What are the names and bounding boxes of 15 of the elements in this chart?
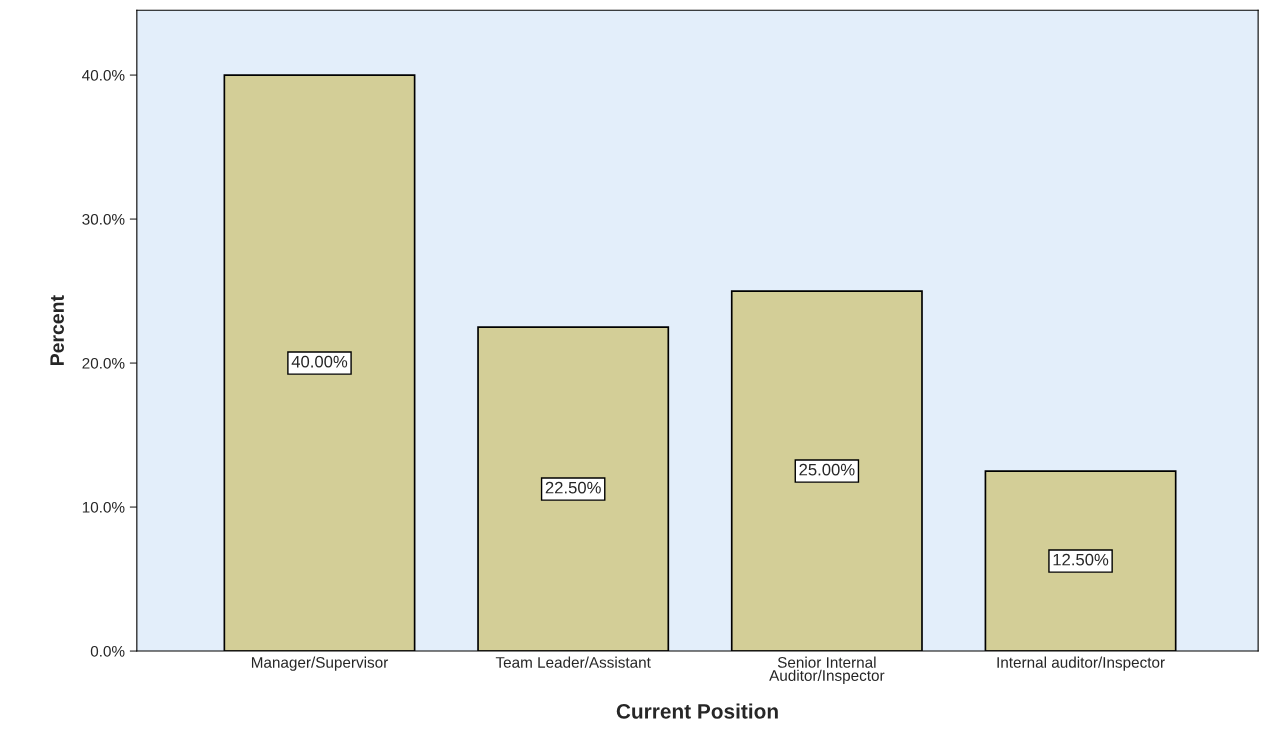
- y-tick-label: 10.0%: [82, 501, 125, 513]
- data-label: 22.50%: [545, 481, 601, 494]
- y-tick-label: 30.0%: [82, 213, 125, 225]
- x-tick-label: Internal auditor/Inspector: [997, 656, 1165, 671]
- y-tick-label: 40.0%: [82, 69, 125, 81]
- x-tick-label: Team Leader/Assistant: [495, 656, 651, 668]
- x-axis-title: Current Position: [616, 703, 778, 719]
- data-label: 40.00%: [291, 355, 348, 368]
- x-tick-label: Manager/Supervisor: [251, 656, 389, 671]
- x-tick-label: Senior Internal Auditor/Inspector: [769, 656, 885, 684]
- data-label: 25.00%: [799, 463, 855, 476]
- y-axis-title: Percent: [50, 295, 64, 366]
- y-tick-label: 20.0%: [82, 357, 125, 369]
- data-label: 12.50%: [1053, 553, 1109, 566]
- y-tick-label: 0.0%: [90, 645, 125, 657]
